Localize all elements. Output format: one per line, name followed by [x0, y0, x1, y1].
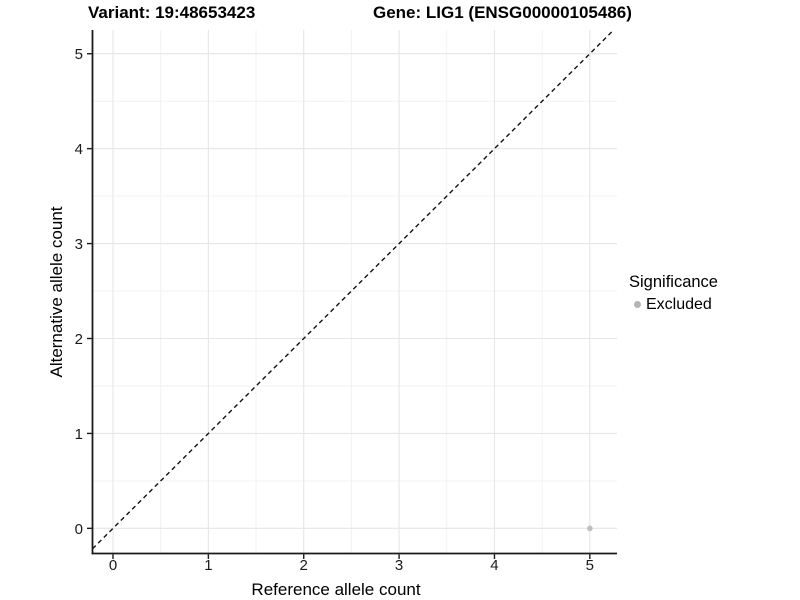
x-tick-label: 1 — [204, 557, 212, 574]
minor-gridlines — [92, 30, 617, 554]
identity-line — [92, 30, 615, 550]
x-tick-label: 0 — [109, 557, 117, 574]
y-tick-label: 4 — [75, 141, 83, 158]
x-tick-label: 5 — [586, 557, 594, 574]
legend-item-excluded: Excluded — [629, 296, 718, 314]
legend-item-label: Excluded — [646, 295, 712, 313]
y-tick-label: 2 — [75, 331, 83, 348]
data-point — [587, 525, 593, 532]
plot-title-gene: Gene: LIG1 (ENSG00000105486) — [373, 3, 632, 22]
legend-title: Significance — [629, 273, 718, 291]
plot-title-variant: Variant: 19:48653423 — [88, 3, 256, 22]
legend: Significance Excluded — [629, 272, 718, 314]
x-axis-title: Reference allele count — [251, 580, 421, 599]
x-tick-label: 2 — [300, 557, 308, 574]
major-gridlines — [92, 30, 617, 554]
y-tick-label: 1 — [75, 426, 83, 443]
legend-point-icon — [634, 301, 641, 309]
x-tick-label: 3 — [395, 557, 403, 574]
y-tick-label: 0 — [75, 521, 83, 538]
y-tick-label: 5 — [75, 46, 83, 63]
x-tick-label: 4 — [490, 557, 498, 574]
y-tick-label: 3 — [75, 236, 83, 253]
